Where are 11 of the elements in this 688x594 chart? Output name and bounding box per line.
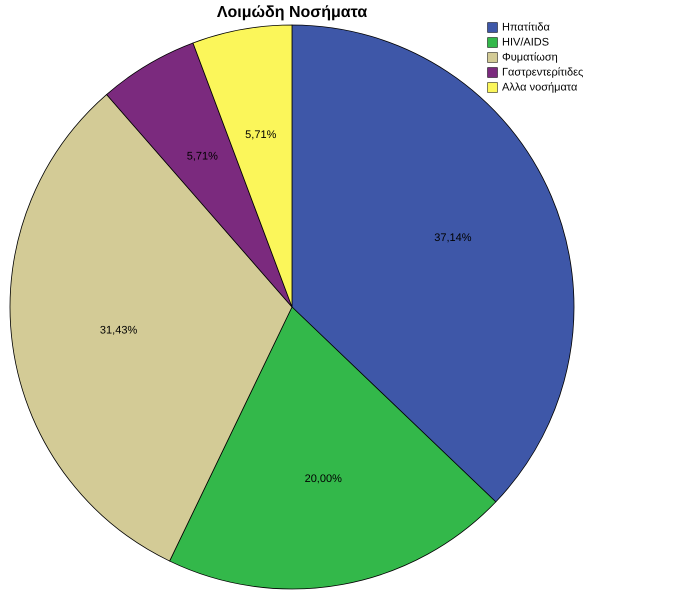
data-label: 20,00%: [304, 473, 342, 486]
legend-label: Αλλα νοσήματα: [502, 82, 578, 94]
data-label: 5,71%: [186, 150, 218, 163]
legend-label: Γαστρεντερίτιδες: [502, 66, 584, 78]
data-label: 37,14%: [434, 232, 472, 244]
legend-label: Ηπατίτιδα: [502, 22, 550, 34]
data-label: 31,43%: [100, 324, 138, 336]
legend-label: HIV/AIDS: [502, 36, 550, 48]
chart-title: Λοιμώδη Νοσήματα: [216, 4, 368, 21]
legend-label: Φυματίωση: [502, 52, 558, 64]
data-label: 5,71%: [245, 128, 277, 141]
